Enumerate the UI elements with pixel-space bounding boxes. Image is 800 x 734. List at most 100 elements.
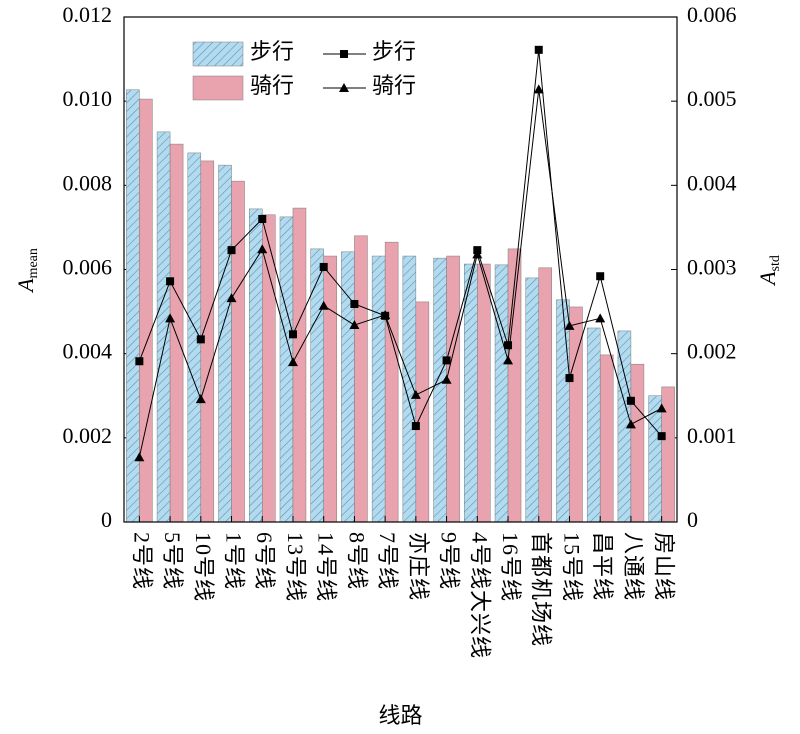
- marker: [288, 330, 297, 339]
- marker: [533, 84, 544, 94]
- bar: [323, 255, 337, 523]
- bar: [310, 248, 324, 523]
- marker: [340, 50, 348, 58]
- marker: [625, 419, 636, 429]
- y-tick-label: 0.008: [63, 170, 113, 195]
- legend-label: 步行: [250, 39, 294, 64]
- marker: [134, 452, 145, 462]
- y-tick-label: 0.002: [63, 423, 113, 448]
- x-tick-label: 房山线: [652, 532, 677, 601]
- x-tick-label: 9号线: [437, 532, 462, 590]
- x-tick-label: 10号线: [191, 532, 216, 602]
- bar: [341, 251, 355, 523]
- line: [138, 49, 663, 437]
- y-tick-label: 0.012: [63, 2, 113, 27]
- bar: [569, 306, 583, 523]
- y2-axis-label-sub: std: [768, 255, 783, 271]
- y2-tick-label: 0.002: [687, 339, 737, 364]
- x-tick-label: 15号线: [559, 532, 584, 602]
- plot-frame: [123, 16, 678, 523]
- legend-label: 骑行: [250, 73, 294, 98]
- marker: [565, 374, 574, 383]
- y2-tick-label: 0.005: [687, 86, 737, 111]
- marker: [626, 396, 635, 405]
- marker: [504, 341, 513, 350]
- legend-label: 步行: [372, 39, 416, 64]
- marker: [503, 355, 514, 365]
- line: [138, 89, 662, 458]
- x-tick-label: 13号线: [283, 532, 308, 602]
- marker: [350, 300, 359, 309]
- marker: [656, 403, 667, 413]
- legend-swatch: [192, 75, 244, 101]
- marker: [410, 389, 421, 399]
- marker: [257, 244, 268, 254]
- marker: [564, 320, 575, 330]
- marker: [319, 262, 328, 271]
- x-tick-label: 5号线: [160, 532, 185, 590]
- marker: [226, 293, 237, 303]
- y-axis-label: Amean: [13, 248, 41, 294]
- marker: [166, 277, 175, 286]
- marker: [195, 394, 206, 404]
- x-tick-label: 16号线: [498, 532, 523, 602]
- x-tick-label: 8号线: [344, 532, 369, 590]
- y2-tick-label: 0.006: [687, 2, 737, 27]
- bar: [538, 267, 552, 523]
- marker: [196, 335, 205, 344]
- marker: [165, 313, 176, 323]
- marker: [258, 215, 267, 223]
- y2-axis-label-main: A: [755, 271, 780, 287]
- marker: [339, 83, 349, 92]
- bar: [231, 180, 245, 523]
- marker: [135, 357, 144, 366]
- bar: [169, 143, 184, 523]
- y2-tick-label: 0.004: [687, 170, 737, 195]
- bar: [218, 164, 232, 523]
- marker: [227, 246, 236, 255]
- y-tick-label: 0.006: [63, 255, 113, 280]
- bar: [556, 299, 570, 523]
- y2-axis-label: Astd: [755, 255, 783, 287]
- bar: [494, 264, 509, 523]
- bar: [249, 208, 263, 523]
- bar: [507, 248, 522, 523]
- bar: [371, 255, 386, 523]
- bar: [354, 235, 368, 523]
- marker: [534, 45, 543, 54]
- x-tick-label: 2号线: [129, 532, 154, 590]
- x-tick-label: 亦庄线: [406, 532, 431, 601]
- y-tick-label: 0.004: [63, 339, 113, 364]
- bar: [433, 257, 447, 523]
- marker: [318, 300, 329, 310]
- bar: [279, 216, 294, 523]
- bar: [477, 263, 491, 523]
- x-tick-label: 1号线: [221, 532, 246, 590]
- legend-swatch: [192, 41, 244, 67]
- y2-tick-label: 0: [687, 507, 698, 532]
- marker: [349, 320, 360, 330]
- x-tick-label: 八通线: [621, 532, 646, 601]
- y-tick-label: 0.010: [63, 86, 113, 111]
- x-tick-label: 4号线大兴线: [467, 532, 492, 659]
- marker: [411, 422, 420, 431]
- bar: [599, 354, 614, 523]
- x-tick-label: 首都机场线: [529, 532, 554, 647]
- marker: [287, 357, 298, 367]
- bar: [525, 277, 539, 523]
- x-tick-label: 7号线: [375, 532, 400, 590]
- y2-tick-label: 0.003: [687, 255, 737, 280]
- bar: [586, 327, 601, 523]
- marker: [441, 374, 452, 384]
- marker: [442, 356, 451, 365]
- y2-tick-label: 0.001: [687, 423, 737, 448]
- y-tick-label: 0: [101, 507, 112, 532]
- x-tick-label: 昌平线: [590, 532, 615, 601]
- bar: [446, 255, 460, 523]
- x-axis-label: 线路: [378, 703, 422, 728]
- marker: [595, 313, 606, 323]
- marker: [472, 249, 483, 259]
- bar: [630, 363, 645, 523]
